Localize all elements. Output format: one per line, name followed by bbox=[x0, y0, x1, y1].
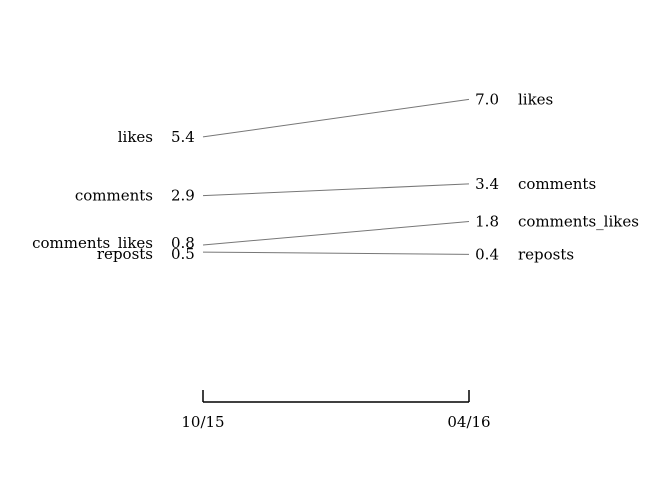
slope-line-reposts bbox=[202, 251, 470, 255]
x-tick-label: 10/15 bbox=[181, 413, 224, 431]
slope-line-likes bbox=[202, 98, 470, 138]
value-label-left: 0.8 bbox=[171, 234, 195, 252]
value-label-right: 0.4 bbox=[475, 245, 499, 263]
series-label-right: likes bbox=[518, 90, 553, 108]
series-label-right: comments bbox=[518, 175, 596, 193]
value-label-left: 5.4 bbox=[171, 128, 195, 146]
value-label-left: 2.9 bbox=[171, 187, 195, 205]
slope-lines bbox=[202, 98, 470, 255]
series-label-right: comments_likes bbox=[518, 213, 639, 231]
series-label-right: reposts bbox=[518, 245, 574, 263]
value-label-right: 1.8 bbox=[475, 213, 499, 231]
series-label-left: reposts bbox=[97, 245, 153, 263]
x-axis: 10/15 04/16 bbox=[181, 390, 491, 431]
value-label-right: 7.0 bbox=[475, 90, 499, 108]
value-label-left: 0.5 bbox=[171, 245, 195, 263]
series-label-left: likes bbox=[118, 128, 153, 146]
series-label-left: comments_likes bbox=[32, 234, 153, 252]
slope-line-comments_likes bbox=[202, 221, 470, 246]
value-label-right: 3.4 bbox=[475, 175, 499, 193]
series-label-left: comments bbox=[75, 187, 153, 205]
x-tick-label: 04/16 bbox=[447, 413, 490, 431]
series-labels: likes 5.4 7.0 likes comments 2.9 3.4 comments co… bbox=[32, 90, 639, 263]
slope-line-comments bbox=[202, 183, 470, 197]
